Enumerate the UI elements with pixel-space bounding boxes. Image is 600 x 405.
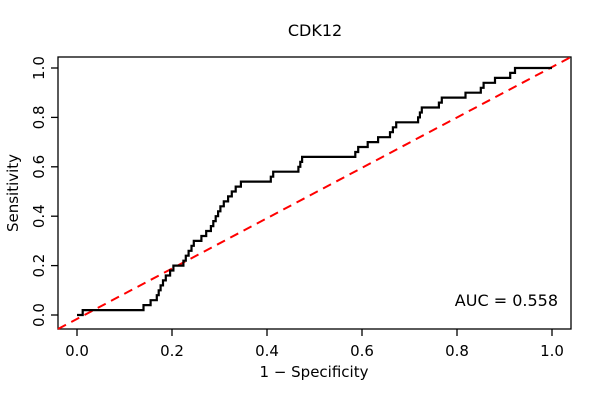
- y-axis-ticks: 0.0 0.2 0.4 0.6 0.8 1.0: [30, 56, 58, 327]
- y-axis-title: Sensitivity: [4, 154, 22, 232]
- auc-annotation: AUC = 0.558: [455, 291, 558, 310]
- x-axis-tick-label: 0.6: [350, 342, 374, 360]
- y-axis-tick-label: 0.0: [30, 303, 48, 327]
- y-axis-tick-label: 0.4: [30, 204, 48, 228]
- roc-curve: [77, 66, 552, 317]
- y-axis-tick-label: 0.2: [30, 254, 48, 278]
- x-axis-tick-label: 0.4: [255, 342, 279, 360]
- plot-box: [57, 56, 572, 330]
- y-axis-tick-label: 0.8: [30, 105, 48, 129]
- plot-title: CDK12: [288, 21, 342, 40]
- y-axis-tick-label: 1.0: [30, 56, 48, 80]
- x-axis-title: 1 − Specificity: [260, 363, 369, 381]
- x-axis-tick-label: 1.0: [540, 342, 564, 360]
- x-axis-tick-label: 0.2: [160, 342, 184, 360]
- x-axis-ticks: 0.0 0.2 0.4 0.6 0.8 1.0: [65, 329, 564, 360]
- x-axis-tick-label: 0.8: [445, 342, 469, 360]
- diagonal-reference-line: [57, 56, 572, 330]
- x-axis-tick-label: 0.0: [65, 342, 89, 360]
- y-axis-tick-label: 0.6: [30, 155, 48, 179]
